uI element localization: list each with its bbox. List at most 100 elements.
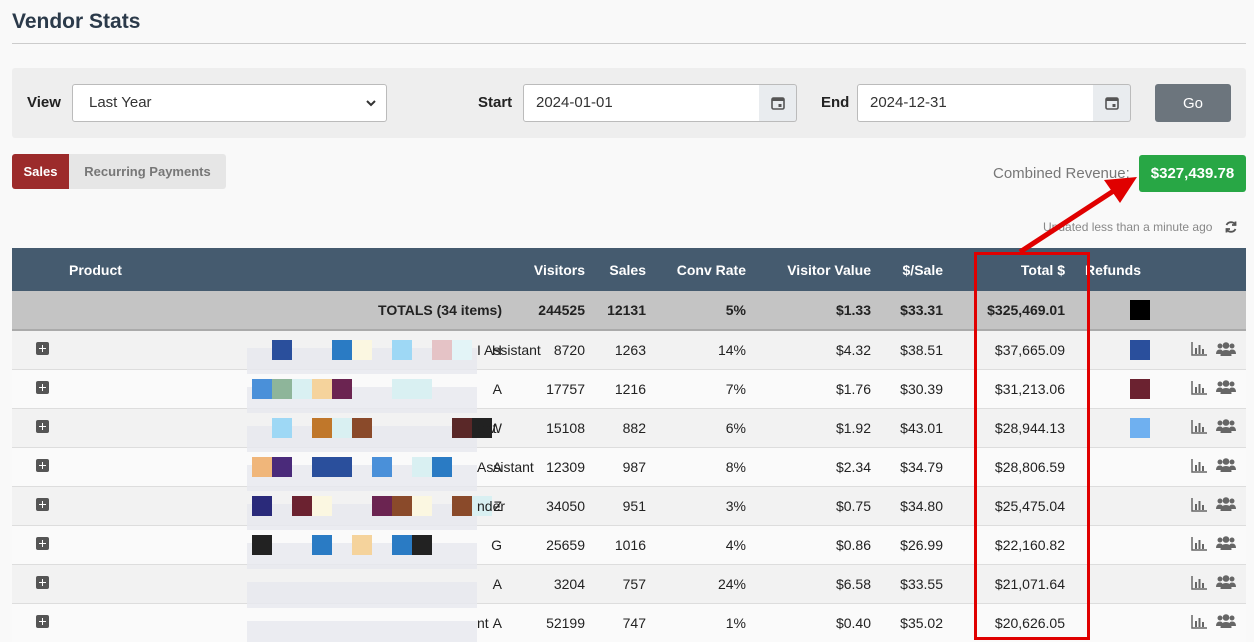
visitors-cell: 25659 [546,536,585,553]
redaction-block [312,534,332,555]
per-sale-cell: $34.79 [900,458,943,475]
totals-row: TOTALS (34 items) 244525 12131 5% $1.33 … [12,291,1246,331]
bar-chart-icon[interactable] [1191,614,1208,629]
redaction-block [312,417,332,438]
plus-square-icon[interactable] [36,575,49,589]
users-icon[interactable] [1216,613,1236,629]
start-label: Start [478,94,513,111]
bar-chart-icon[interactable] [1191,458,1208,473]
visitor-value-cell: $1.92 [835,419,871,436]
redaction-block [272,339,292,360]
product-name[interactable]: G [237,534,502,569]
plus-square-icon[interactable] [36,458,49,472]
bar-chart-icon[interactable] [1191,380,1208,395]
visitor-value-cell: $4.32 [835,341,871,358]
table-row[interactable]: A 17757 1216 7% $1.76 $30.39 $31,213.06 [12,369,1246,413]
col-refunds[interactable]: Refunds [1085,261,1141,278]
redaction-block [392,339,412,360]
users-icon[interactable] [1216,574,1236,590]
per-sale-cell: $33.55 [900,575,943,592]
totals-label: TOTALS (34 items) [59,291,512,331]
redaction-block [392,495,412,516]
totals-visitors: 244525 [512,291,595,331]
users-icon[interactable] [1216,535,1236,551]
product-name-start: Z [493,497,502,514]
product-name-end: ant [477,419,497,436]
chevron-down-icon [366,100,376,107]
users-icon[interactable] [1216,379,1236,395]
col-visitor-value[interactable]: Visitor Value [787,261,871,278]
per-sale-cell: $35.02 [900,614,943,631]
users-icon[interactable] [1216,496,1236,512]
tab-sales[interactable]: Sales [12,154,69,189]
start-date-input[interactable]: 2024-01-01 [523,84,760,122]
tab-recurring-payments[interactable]: Recurring Payments [69,154,226,189]
visitors-cell: 15108 [546,419,585,436]
col-expand [12,248,59,291]
conv-rate-cell: 6% [725,419,746,436]
product-name[interactable]: A [237,378,502,413]
redaction-block [332,339,352,360]
users-icon[interactable] [1216,418,1236,434]
col-product[interactable]: Product [69,261,122,278]
go-button[interactable]: Go [1155,84,1231,122]
product-name[interactable]: A [237,574,502,608]
bar-chart-icon[interactable] [1191,419,1208,434]
view-select[interactable]: Last Year [72,84,387,122]
plus-square-icon[interactable] [36,536,49,550]
bar-chart-icon[interactable] [1191,536,1208,551]
table-row[interactable]: A 3204 757 24% $6.58 $33.55 $21,071.64 [12,564,1246,608]
title-divider [12,43,1246,44]
plus-square-icon[interactable] [36,614,49,628]
end-date-input[interactable]: 2024-12-31 [857,84,1094,122]
product-name[interactable]: A Assistant [237,456,534,491]
redaction-block [292,378,312,399]
table-row[interactable]: A Assistant 12309 987 8% $2.34 $34.79 $28,806.5… [12,447,1246,491]
end-calendar-button[interactable] [1093,84,1131,122]
visitors-cell: 3204 [553,575,585,592]
col-visitors[interactable]: Visitors [533,261,585,278]
actions-cell [1160,525,1246,564]
redaction-block [352,417,372,438]
product-cell: A Assistant [59,447,534,491]
product-name-end: nder [477,497,506,514]
col-sales[interactable]: Sales [609,261,646,278]
col-actions [1160,248,1246,291]
visitor-value-cell: $2.34 [835,458,871,475]
bar-chart-icon[interactable] [1191,341,1208,356]
total-cell: $37,665.09 [994,341,1065,358]
product-cell: A [59,564,512,608]
users-icon[interactable] [1216,457,1236,473]
plus-square-icon[interactable] [36,497,49,511]
refunds-cell [1075,330,1160,369]
col-per-sale[interactable]: $/Sale [902,261,943,278]
plus-square-icon[interactable] [36,419,49,433]
product-cell: G [59,525,512,569]
actions-cell [1160,486,1246,525]
actions-cell [1160,564,1246,603]
col-conv-rate[interactable]: Conv Rate [676,261,746,278]
table-row[interactable]: G 25659 1016 4% $0.86 $26.99 $22,160.82 [12,525,1246,569]
start-calendar-button[interactable] [759,84,797,122]
col-total[interactable]: Total $ [1020,261,1065,278]
bar-chart-icon[interactable] [1191,575,1208,590]
refunds-cell [1075,408,1160,447]
per-sale-cell: $43.01 [900,419,943,436]
plus-square-icon[interactable] [36,341,49,355]
refresh-icon[interactable] [1224,220,1238,234]
sales-cell: 1016 [614,536,646,553]
redaction-block [352,534,372,555]
redaction-blur [247,620,477,642]
bar-chart-icon[interactable] [1191,497,1208,512]
users-icon[interactable] [1216,341,1236,357]
redaction-block [252,495,272,516]
plus-square-icon[interactable] [36,380,49,394]
